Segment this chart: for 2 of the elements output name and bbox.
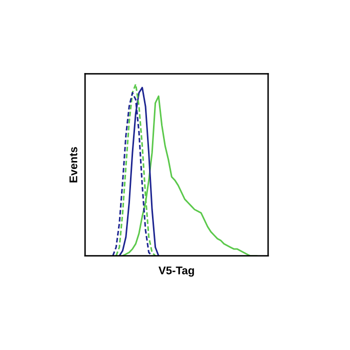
x-axis-title: V5-Tag	[158, 266, 194, 277]
y-axis-title: Events	[70, 147, 78, 182]
